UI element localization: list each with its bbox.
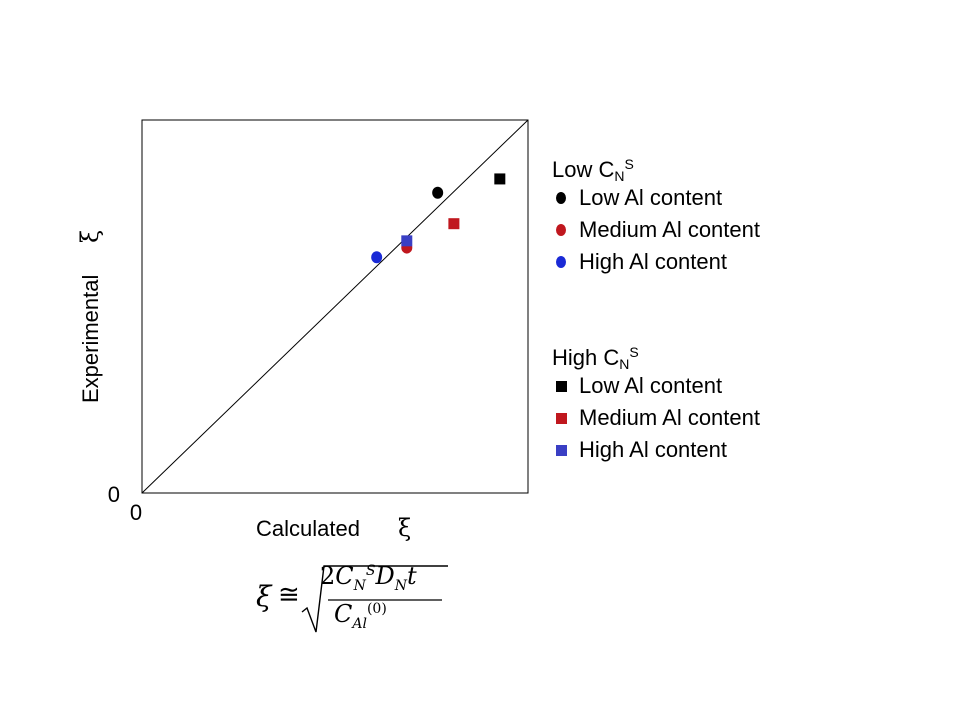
data-point-circle-2-0 [371,251,383,264]
legend-high-cns: High CNS Low Al content Medium Al conten… [552,334,852,466]
legend-item-low-al-square: Low Al content [552,370,852,402]
formula-lhs: ξ [256,580,272,613]
x-tick-label-0: 0 [130,500,142,525]
legend-marker-blue-square [555,444,567,456]
legend-label: High Al content [579,249,727,274]
data-point-circle-0-0 [432,186,444,199]
legend-label: Low Al content [579,185,723,210]
legend-marker-red-circle [556,224,566,236]
legend-item-high-al-square: High Al content [552,434,852,466]
plot-frame [141,119,529,494]
legend-item-medium-al-circle: Medium Al content [552,214,852,246]
legend-item-medium-al-square: Medium Al content [552,402,852,434]
x-axis-label: Calculated ξ [256,514,411,542]
parity-line [141,119,529,494]
legend-marker-black-square [555,380,567,392]
legend-label: Low Al content [579,373,723,398]
legend-marker-black-circle [556,192,566,204]
legend-item-high-al-circle: High Al content [552,246,852,278]
legend-item-low-al-circle: Low Al content [552,182,852,214]
x-axis-label-text: Calculated [256,516,360,541]
formula: ξ ≅ 2CNSDNt CAl(0) [242,556,448,636]
x-axis-label-symbol: ξ [398,514,411,542]
sqrt-sign-icon [301,565,448,633]
legend-title-high-cns: High CNS [552,344,639,372]
formula-approx-sign: ≅ [278,580,300,610]
formula-denominator: CAl(0) [334,600,387,632]
y-axis-label-symbol: ξ [76,230,104,243]
legend-label: Medium Al content [579,217,760,242]
legend-marker-red-square [555,412,567,424]
y-axis-label-text: Experimental [78,275,103,403]
legend-label: High Al content [579,437,727,462]
data-point-square-5-0 [401,235,413,247]
data-points [371,173,506,264]
legend-title-low-cns: Low CNS [552,156,634,184]
formula-numerator: 2CNSDNt [320,562,417,594]
legend-low-cns: Low CNS Low Al content Medium Al content… [552,146,852,278]
legend-label: Medium Al content [579,405,760,430]
data-point-square-3-0 [494,173,506,185]
y-tick-label-0: 0 [108,482,120,507]
data-point-square-4-0 [448,218,460,230]
legend-marker-blue-circle [556,256,566,268]
y-axis-label: Experimental ξ [76,230,104,403]
